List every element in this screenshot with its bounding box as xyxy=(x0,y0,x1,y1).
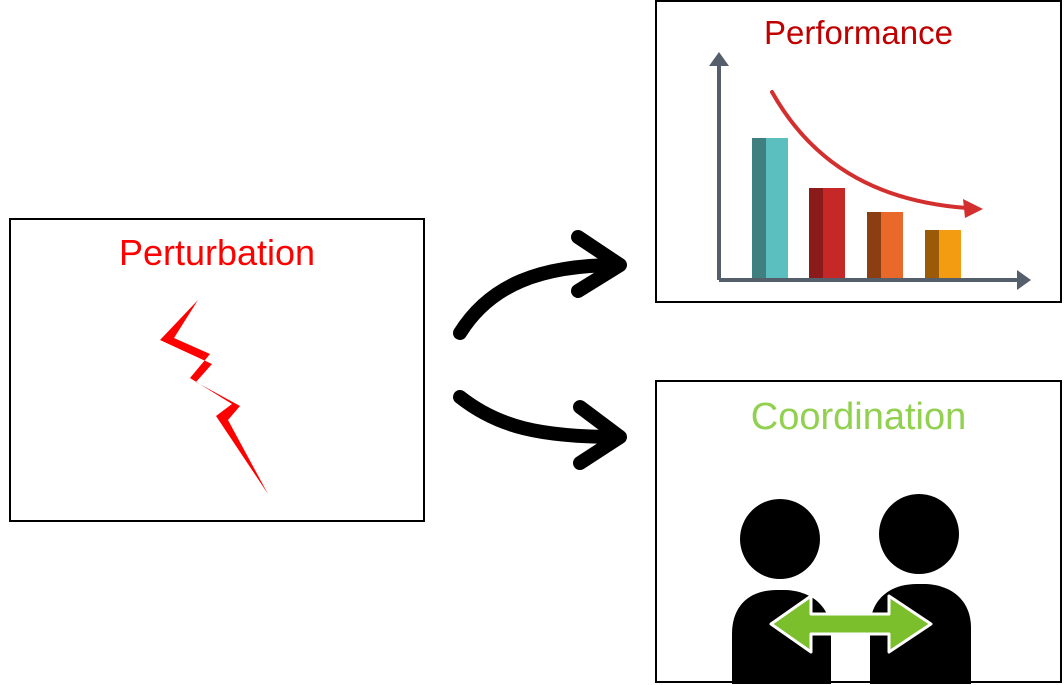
y-axis-arrowhead xyxy=(709,52,729,66)
left-person-icon xyxy=(732,499,831,684)
connector-arrows xyxy=(453,230,627,470)
x-axis-arrowhead xyxy=(1017,270,1031,290)
two-people-interaction-icon xyxy=(732,494,971,684)
double-arrow-icon xyxy=(769,594,933,654)
perturbation-box: Perturbation xyxy=(9,218,425,522)
chart-axes xyxy=(717,62,1019,282)
performance-title: Performance xyxy=(764,14,953,51)
coordination-box: Coordination xyxy=(655,380,1062,684)
bar-2 xyxy=(809,188,845,278)
performance-box: Performance xyxy=(655,0,1062,303)
bar-4 xyxy=(925,230,961,278)
curved-arrow-up-icon xyxy=(453,230,627,340)
bar-1 xyxy=(752,138,788,278)
trend-down-arrow-icon xyxy=(770,90,983,218)
coordination-title: Coordination xyxy=(750,396,967,438)
declining-bar-chart-icon xyxy=(709,52,1031,290)
bar-3 xyxy=(867,212,903,278)
perturbation-title: Perturbation xyxy=(118,232,316,273)
right-person-icon xyxy=(870,494,971,684)
lightning-bolt-icon xyxy=(160,300,268,494)
curved-arrow-down-icon xyxy=(453,390,627,470)
